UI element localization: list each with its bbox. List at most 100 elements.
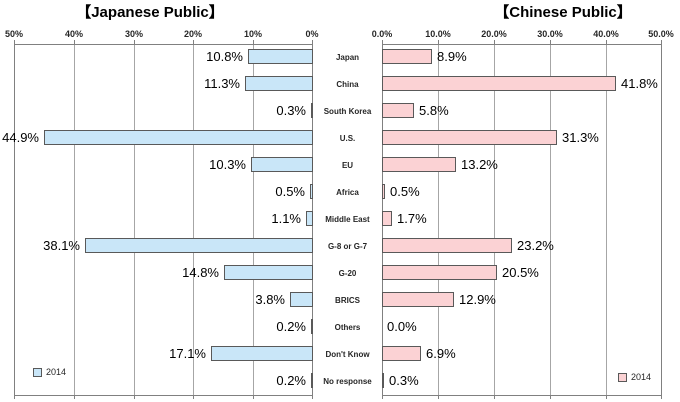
gridline xyxy=(193,44,194,395)
axis-tick-label: 40% xyxy=(64,29,83,39)
chart-row: 3.8% xyxy=(14,287,313,314)
axis-tick xyxy=(193,395,194,399)
plot-border xyxy=(14,395,313,396)
value-label: 1.1% xyxy=(271,211,301,226)
value-label: 17.1% xyxy=(169,346,206,361)
chart-row: 0.3% xyxy=(14,98,313,125)
gridline xyxy=(494,44,495,395)
axis-tick xyxy=(74,395,75,399)
axis-tick xyxy=(382,40,383,44)
bar xyxy=(382,346,421,361)
right-legend-swatch xyxy=(618,372,627,382)
value-label: 6.9% xyxy=(426,346,456,361)
chart-row: 0.5% xyxy=(382,179,662,206)
axis-tick-label: 50% xyxy=(4,29,23,39)
axis-tick xyxy=(661,40,662,44)
category-labels: Japan China South Korea U.S. EU Africa Middle … xyxy=(313,44,382,395)
axis-tick-label: 20% xyxy=(183,29,202,39)
bar xyxy=(85,238,313,253)
bar xyxy=(311,103,313,118)
chart-row: 31.3% xyxy=(382,125,662,152)
chart-row: 23.2% xyxy=(382,233,662,260)
category-label: Middle East xyxy=(325,215,370,224)
axis-tick xyxy=(606,40,607,44)
gridline xyxy=(438,44,439,395)
value-label: 13.2% xyxy=(461,157,498,172)
bar xyxy=(382,292,454,307)
value-label: 10.3% xyxy=(209,157,246,172)
value-label: 12.9% xyxy=(459,292,496,307)
chart-row: 12.9% xyxy=(382,287,662,314)
chart-row: 17.1% xyxy=(14,341,313,368)
category-label: South Korea xyxy=(323,107,372,116)
chart-row: 14.8% xyxy=(14,260,313,287)
axis-tick xyxy=(193,40,194,44)
axis-tick-label: 30% xyxy=(124,29,143,39)
chart-row: 0.2% xyxy=(14,368,313,395)
category-label: G-8 or G-7 xyxy=(327,242,368,251)
value-label: 14.8% xyxy=(182,265,219,280)
value-label: 23.2% xyxy=(517,238,554,253)
gridline xyxy=(661,44,662,395)
chart-row: 38.1% xyxy=(14,233,313,260)
gridline xyxy=(74,44,75,395)
category-label: Don't Know xyxy=(325,350,370,359)
value-label: 0.5% xyxy=(275,184,305,199)
category-label: BRICS xyxy=(335,296,360,305)
axis-tick xyxy=(74,40,75,44)
value-label: 0.3% xyxy=(389,373,419,388)
category-label: No response xyxy=(323,377,372,386)
chart-row: 41.8% xyxy=(382,71,662,98)
value-label: 8.9% xyxy=(437,49,467,64)
bar xyxy=(382,49,432,64)
value-label: 0.2% xyxy=(276,373,306,388)
bar xyxy=(245,76,313,91)
bar xyxy=(290,292,313,307)
axis-tick-label: 30.0% xyxy=(537,29,563,39)
chart-row: 1.7% xyxy=(382,206,662,233)
bar xyxy=(382,184,385,199)
axis-tick-label: 10.0% xyxy=(425,29,451,39)
left-chart-title: 【Japanese Public】 xyxy=(76,4,224,21)
value-label: 0.2% xyxy=(276,319,306,334)
axis-tick xyxy=(253,40,254,44)
right-plot-area: 0.0% 10.0% 20.0% 30.0% 40.0% 50.0% 8.9% 41.8% 5.… xyxy=(372,29,674,399)
value-label: 41.8% xyxy=(621,76,658,91)
axis-tick xyxy=(14,40,15,44)
bar xyxy=(251,157,313,172)
left-plot-area: 50% 40% 30% 20% 10% 0% 10.8% 11.3% 0.3% 44.9% 10.3… xyxy=(2,29,319,399)
chart-row: 10.8% xyxy=(14,44,313,71)
bar xyxy=(248,49,313,64)
chart-row: 44.9% xyxy=(2,125,313,152)
axis-tick xyxy=(494,395,495,399)
right-chart-title: 【Chinese Public】 xyxy=(494,4,632,21)
bar xyxy=(224,265,313,280)
chart-row: 13.2% xyxy=(382,152,662,179)
category-label: EU xyxy=(341,161,354,170)
bar xyxy=(382,103,414,118)
bar xyxy=(382,130,557,145)
plot-border xyxy=(14,44,313,45)
bar xyxy=(382,265,497,280)
value-label: 3.8% xyxy=(255,292,285,307)
axis-tick-label: 0% xyxy=(305,29,319,39)
bar xyxy=(211,346,313,361)
category-label: Japan xyxy=(335,53,360,62)
chart-row: 8.9% xyxy=(382,44,662,71)
gridline xyxy=(14,44,15,395)
axis-tick xyxy=(550,40,551,44)
right-legend: 2014 xyxy=(618,372,651,382)
value-label: 0.3% xyxy=(276,103,306,118)
value-label: 11.3% xyxy=(204,76,240,91)
chart-row: 0.0% xyxy=(382,314,662,341)
gridline xyxy=(550,44,551,395)
chart-row: 0.5% xyxy=(14,179,313,206)
category-label: G-20 xyxy=(338,269,357,278)
axis-tick-label: 40.0% xyxy=(593,29,619,39)
axis-tick xyxy=(438,40,439,44)
axis-tick xyxy=(134,395,135,399)
bar xyxy=(382,211,392,226)
right-legend-label: 2014 xyxy=(631,372,652,382)
bar xyxy=(382,238,512,253)
bar xyxy=(382,157,456,172)
